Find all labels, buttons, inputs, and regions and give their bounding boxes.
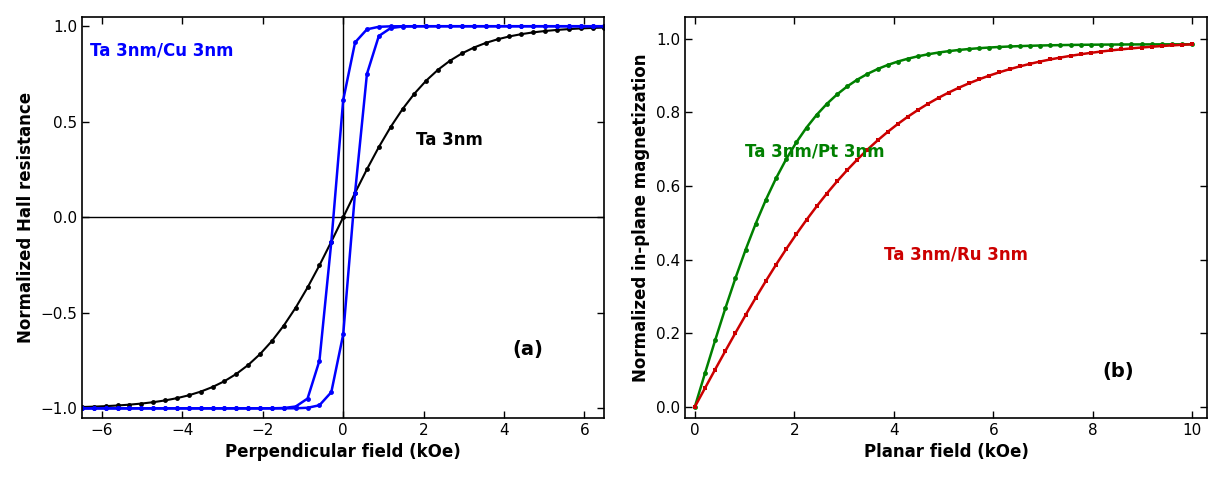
- X-axis label: Perpendicular field (kOe): Perpendicular field (kOe): [225, 443, 461, 461]
- Text: Ta 3nm/Cu 3nm: Ta 3nm/Cu 3nm: [91, 42, 234, 59]
- Y-axis label: Normalized Hall resistance: Normalized Hall resistance: [17, 92, 34, 343]
- Text: (b): (b): [1103, 362, 1135, 381]
- Text: Ta 3nm/Ru 3nm: Ta 3nm/Ru 3nm: [884, 246, 1028, 264]
- Text: (a): (a): [512, 340, 543, 359]
- Text: Ta 3nm: Ta 3nm: [415, 130, 482, 149]
- Y-axis label: Normalized in-plane magnetization: Normalized in-plane magnetization: [633, 53, 650, 381]
- Text: Ta 3nm/Pt 3nm: Ta 3nm/Pt 3nm: [744, 142, 884, 161]
- X-axis label: Planar field (kOe): Planar field (kOe): [864, 443, 1028, 461]
